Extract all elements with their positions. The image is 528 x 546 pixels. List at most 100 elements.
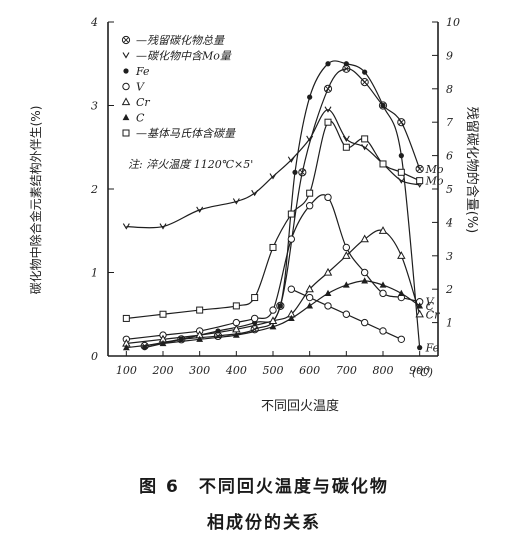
data-point [287,156,295,163]
legend-marker [123,68,129,74]
data-point [232,302,240,310]
data-point [307,94,313,100]
figure-caption-line-1: 图 6 不同回火温度与碳化物 [139,477,389,497]
data-point [196,206,204,213]
data-point [159,310,167,318]
x-axis-title: 不同回火温度 [261,398,339,414]
data-point [250,314,259,323]
data-point [378,101,388,110]
series-circle-x: Mo [140,64,444,351]
series-end-label: Fe [425,342,440,355]
data-point [416,177,424,185]
data-point [277,303,283,309]
data-point [142,345,148,351]
data-point [196,306,204,314]
data-point [324,193,332,202]
axes: 100 200 300 400 500 600 700 800 900 0 1 2 3 4 1 2 3 4 5 6 7 8… [90,16,460,377]
data-point [196,335,204,342]
plot-frame [107,22,439,357]
data-point-cross-b [343,66,350,72]
data-point [269,243,277,251]
x-tick-label: 700 [336,364,357,377]
data-point [324,106,332,113]
series-line [126,120,420,320]
series-end-label: C [426,300,435,313]
x-axis-unit: (℃) [412,366,433,379]
data-point [324,302,332,310]
legend-marker [122,52,130,59]
right-axis-title: 残留碳化物的含量(%) [464,107,480,234]
legend-text: Fe [135,65,150,78]
data-point [325,61,331,67]
legend-text: V [136,81,145,94]
x-tick-label: 400 [225,364,247,377]
data-point [306,189,314,197]
right-tick-label: 6 [446,150,453,163]
data-point [287,210,295,218]
data-point [287,314,295,322]
right-tick-label: 3 [446,250,453,263]
series-end-label: Cr [426,308,440,321]
right-tick-label: 2 [445,283,453,296]
legend-text: —碳化物中含Mo量 [136,50,232,63]
right-tick-label: 7 [446,116,453,129]
series-dot: Fe [142,60,440,355]
data-point [417,345,423,351]
legend-text: —残留碳化物总量 [136,34,225,47]
series-end-label: V [426,296,435,309]
data-point [298,168,307,177]
series-circle-open [287,285,406,343]
legend-item: V [122,81,145,94]
right-tick-label: 10 [446,16,460,29]
legend-marker [121,35,131,45]
data-point [276,301,285,310]
data-point-cross-b [416,166,423,172]
data-point [122,314,130,322]
x-tick-label: 500 [263,364,284,377]
data-point [361,277,369,284]
data-point [269,306,277,314]
series-end-label: Mo [425,163,444,176]
data-point [323,84,333,93]
data-point [397,118,406,127]
data-point [360,78,369,87]
data-point [415,309,424,318]
x-tick-label: 300 [189,364,210,377]
data-point [251,294,259,302]
data-point [360,318,369,327]
data-point [379,289,387,298]
data-point [269,323,277,330]
data-point [398,153,404,159]
x-tick-label: 600 [299,364,320,377]
data-point [360,268,369,277]
note-text: 注: 淬火温度 1120℃×5' [128,158,253,171]
data-point [287,285,296,293]
data-point [378,226,388,234]
legend-marker-cross-b [123,37,129,43]
data-point [380,102,386,109]
figure-caption-line-2: 相成份的关系 [207,513,321,533]
series-square: Mo [122,118,444,322]
x-tick-label: 100 [116,364,137,377]
data-point [324,289,332,296]
right-tick-label: 9 [446,49,453,62]
legend-marker [121,97,131,106]
data-point [342,310,351,318]
left-tick-label: 1 [91,267,98,280]
data-point-cross-b [361,79,368,85]
data-point [397,335,406,343]
data-point [379,327,387,335]
data-point [360,234,369,243]
legend-item: —基体马氏体含碳量 [122,127,236,140]
data-point [361,135,369,143]
data-point [361,143,369,151]
data-point [342,281,350,288]
data-point [342,135,350,142]
data-point [379,281,387,288]
legend-item: —残留碳化物总量 [121,34,225,47]
x-tick-label: 200 [152,364,174,377]
right-tick-label: 5 [446,183,453,196]
legend-item: —碳化物中含Mo量 [122,50,232,63]
